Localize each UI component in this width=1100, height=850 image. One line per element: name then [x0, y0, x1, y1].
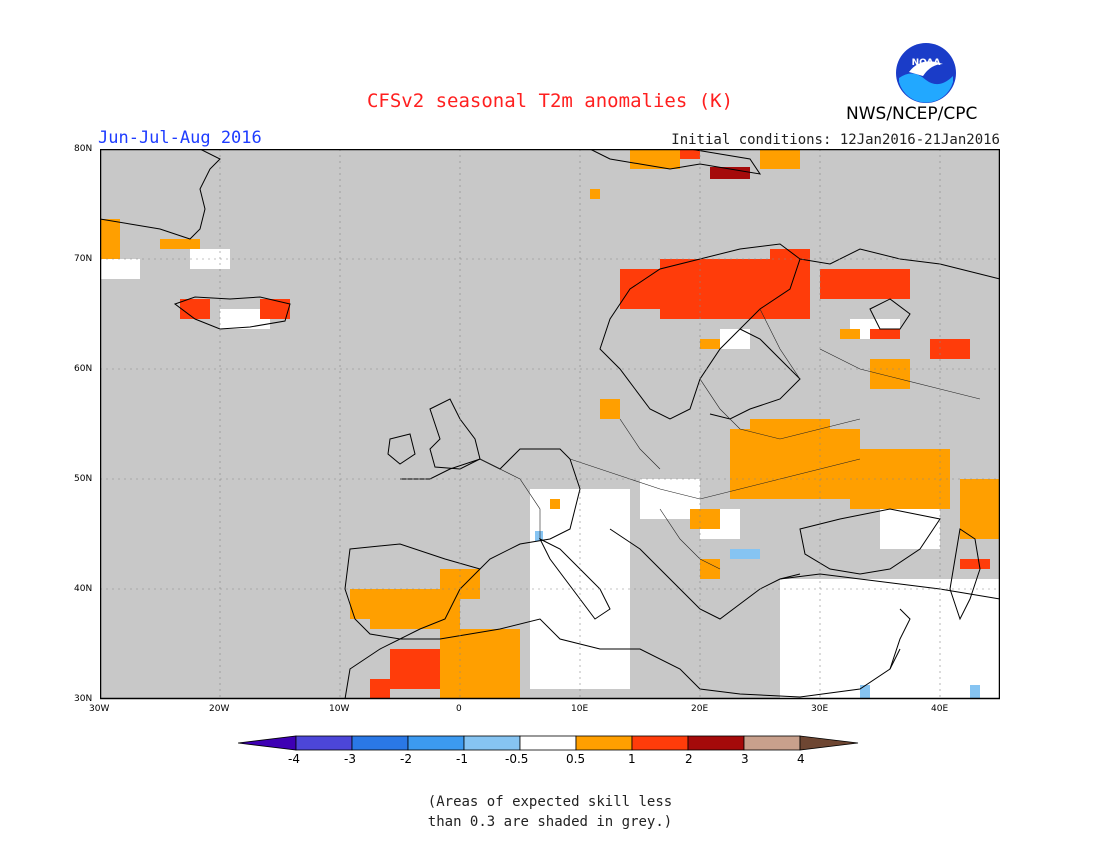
colorbar-label: -4 [288, 752, 300, 766]
colorbar-label: 1 [628, 752, 636, 766]
lat-label: 50N [74, 474, 93, 484]
lon-label: 0 [456, 704, 462, 714]
graticule [100, 149, 1000, 699]
skill-footnote: (Areas of expected skill less than 0.3 a… [0, 792, 1100, 832]
anomaly-red-areas [180, 149, 990, 699]
colorbar-segment [631, 735, 689, 751]
lon-label: 30W [89, 704, 110, 714]
lat-label: 70N [74, 254, 93, 264]
colorbar-segment [295, 735, 353, 751]
map-title: CFSv2 seasonal T2m anomalies (K) [366, 90, 734, 112]
noaa-logo-text: NOAA [912, 58, 941, 68]
organization-label: NWS/NCEP/CPC [846, 104, 978, 124]
colorbar [237, 733, 862, 757]
lon-label: 10W [329, 704, 350, 714]
colorbar-label: 4 [797, 752, 805, 766]
season-label: Jun-Jul-Aug 2016 [98, 128, 262, 148]
anomaly-orange-areas [100, 149, 1000, 699]
colorbar-label: -3 [344, 752, 356, 766]
initial-conditions-label: Initial conditions: 12Jan2016-21Jan2016 [671, 132, 1000, 148]
anomaly-blue-areas [535, 531, 980, 699]
colorbar-label: 2 [685, 752, 693, 766]
lon-label: 20E [691, 704, 709, 714]
lat-label: 60N [74, 364, 93, 374]
footnote-line-1: (Areas of expected skill less [427, 794, 673, 810]
land-neutral-areas [100, 249, 1000, 699]
colorbar-left-arrow [237, 735, 297, 751]
colorbar-label: -2 [400, 752, 412, 766]
colorbar-segment [743, 735, 801, 751]
lat-label: 80N [74, 144, 93, 154]
anomaly-dark-red-areas [710, 167, 750, 179]
colorbar-label: -1 [456, 752, 468, 766]
colorbar-label: 3 [741, 752, 749, 766]
colorbar-label: 0.5 [566, 752, 586, 766]
colorbar-segment [351, 735, 409, 751]
colorbar-right-arrow [799, 735, 859, 751]
colorbar-segment [687, 735, 745, 751]
anomaly-map [99, 148, 1001, 705]
colorbar-segment [463, 735, 521, 751]
lon-label: 30E [811, 704, 829, 714]
lon-label: 20W [209, 704, 230, 714]
colorbar-segment [575, 735, 633, 751]
colorbar-segment [519, 735, 577, 751]
colorbar-segment [407, 735, 465, 751]
noaa-logo: NOAA [895, 42, 957, 108]
footnote-line-2: than 0.3 are shaded in grey.) [427, 814, 673, 830]
lon-label: 10E [571, 704, 589, 714]
lat-label: 30N [74, 694, 93, 704]
lon-label: 40E [931, 704, 949, 714]
lat-label: 40N [74, 584, 93, 594]
colorbar-label: -0.5 [505, 752, 529, 766]
map-frame [99, 148, 1001, 700]
